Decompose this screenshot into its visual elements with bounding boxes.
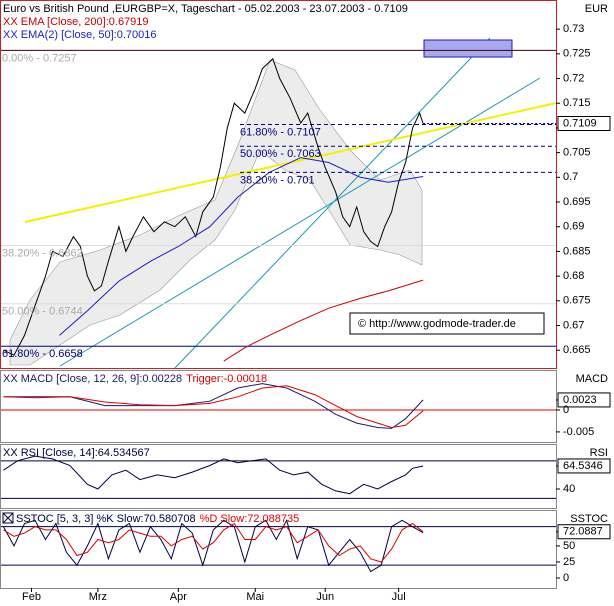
y-tick-label: 0.69 [563, 221, 584, 233]
y-tick-label: 0.68 [563, 270, 584, 282]
trend-line [174, 37, 491, 369]
legend-entry: XX MACD [Close, 12, 26, 9]:0.00228 [3, 373, 182, 385]
series-line [223, 279, 424, 362]
y-tick-label: 0.685 [563, 245, 591, 257]
fib-label: 61.80% - 0.6658 [2, 348, 83, 360]
copyright-box [349, 312, 545, 335]
y-tick-label: 64.5346 [563, 460, 603, 472]
fib-label: 38.20% - 0.6862 [2, 247, 83, 259]
x-tick-label: Feb [22, 591, 41, 603]
axis-header: SSTOC [570, 513, 608, 525]
series-line [59, 157, 424, 336]
y-tick-label: 0.72 [563, 72, 584, 84]
series-line [3, 455, 424, 495]
fib-label: 50.00% - 0.6744 [2, 306, 83, 318]
y-tick-label: 40 [563, 483, 575, 495]
y-tick-label: 0.67 [563, 319, 584, 331]
series-line [3, 518, 424, 573]
y-tick-label: 0.0023 [563, 394, 597, 406]
y-tick-label: 0.73 [563, 23, 584, 35]
x-tick-label: Apr [170, 591, 187, 603]
legend-entry: %D Slow:72.088735 [200, 513, 300, 525]
legend-entry: XX RSI [Close, 14]:64.534567 [3, 447, 150, 459]
y-tick-label: 0.705 [563, 147, 591, 159]
panel-border [0, 510, 557, 589]
last-value-label: 0.7109 [563, 117, 597, 129]
legend-entry: XX EMA(2) [Close, 50]:0.70016 [3, 29, 156, 41]
value-box [557, 392, 611, 408]
chart-title: Euro vs British Pound ,EURGBP=X, Tagesch… [3, 3, 408, 15]
y-tick-label: 0 [563, 404, 569, 416]
axis-header: EUR [585, 3, 608, 15]
x-tick-label: Jul [392, 591, 406, 603]
value-box [557, 115, 611, 131]
series-line [3, 383, 424, 429]
y-tick-label: 0.7 [563, 171, 578, 183]
x-tick-label: Jun [316, 591, 334, 603]
y-tick-label: -0.005 [563, 426, 594, 438]
legend-entry: SSTOC [5, 3, 3] %K Slow:70.580708 [16, 513, 196, 525]
x-tick-label: Mrz [89, 591, 107, 603]
y-tick-label: 50 [563, 540, 575, 552]
legend-entry: Trigger:-0.00018 [186, 373, 267, 385]
fib-label: 50.00% - 0.7063 [240, 148, 321, 160]
axis-header: RSI [590, 447, 608, 459]
value-box [557, 524, 611, 540]
indicator-icon [2, 512, 14, 524]
trend-line [59, 77, 541, 367]
y-tick-label: 0.665 [563, 344, 591, 356]
x-tick-label: Mai [246, 591, 264, 603]
fib-label: 38.20% - 0.701 [240, 174, 315, 186]
bollinger-band-area [9, 59, 423, 366]
y-tick-label: 0.695 [563, 196, 591, 208]
copyright: © http://www.godmode-trader.de [358, 318, 516, 330]
value-box [557, 458, 611, 474]
fib-label: 0.00% - 0.7257 [2, 52, 77, 64]
series-line [3, 385, 424, 429]
panel-border [0, 0, 557, 369]
y-tick-label: 0.715 [563, 97, 591, 109]
fib-label: 61.80% - 0.7107 [240, 126, 321, 138]
plot-area [0, 49, 556, 573]
panel-border [0, 370, 557, 443]
y-tick-label: 0.675 [563, 295, 591, 307]
series-line [3, 522, 424, 563]
highlight-zone [423, 39, 513, 58]
axis-header: MACD [576, 373, 608, 385]
panel-border [0, 444, 557, 509]
y-tick-label: 72.0887 [563, 526, 603, 538]
y-tick-label: 25 [563, 556, 575, 568]
y-tick-label: 0.725 [563, 48, 591, 60]
y-tick-label: 0 [563, 572, 569, 584]
series-line [3, 57, 424, 356]
legend-entry: XX EMA [Close, 200]:0.67919 [3, 16, 149, 28]
